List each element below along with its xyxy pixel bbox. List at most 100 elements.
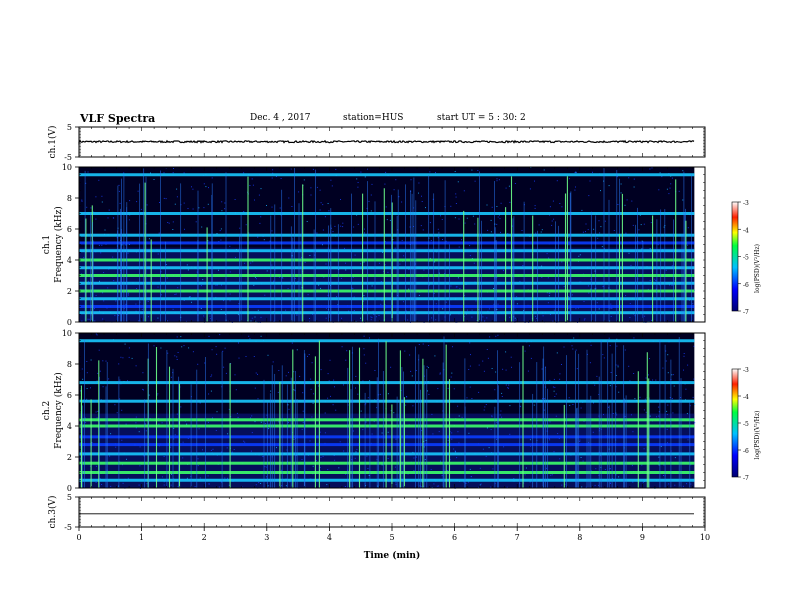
panel-1-speckle [309,255,311,256]
panel-2-speckle [329,359,331,361]
panel-2-speckle [99,478,101,480]
panel-2-speckle [310,388,312,390]
panel-1-speckle [316,232,318,234]
panel-2-speckle [202,449,203,451]
panel-1-speckle [271,264,273,266]
panel-1-speckle [514,183,516,184]
panel-2-speckle [551,474,553,476]
panel-1-speckle [441,219,443,220]
panel-1-ytick-label: 6 [67,225,72,234]
panel-2-speckle [469,365,471,367]
panel-2-ytick-label: 0 [67,484,72,493]
colorbar-2 [731,368,739,478]
panel-2-speckle [615,375,617,376]
panel-1-speckle [633,178,635,180]
panel-2-speckle [427,367,429,369]
xaxis-tick-label: 3 [264,533,269,542]
panel-2-speckle [105,360,107,362]
panel-2-speckle [228,408,230,410]
panel-2-speckle [218,486,220,488]
panel-1-speckle [613,230,615,231]
panel-1-speckle [254,316,256,318]
panel-2-speckle [356,448,358,450]
panel-1-speckle [549,206,551,208]
panel-1-speckle [616,176,618,178]
panel-1-speckle [127,252,129,254]
panel-1-speckle [474,223,476,225]
panel-2-speckle [250,417,251,419]
panel-1-speckle [650,222,652,224]
panel-2-speckle [425,439,427,441]
panel-2-speckle [544,398,546,400]
panel-1-speckle [497,303,499,305]
panel-1-speckle [266,205,267,206]
panel-1-speckle [257,309,259,311]
panel-2-speckle [617,364,619,366]
panel-1-speckle [588,195,590,197]
panel-3-ytick-label: 5 [67,493,72,502]
panel-2-speckle [447,470,449,471]
panel-2-speckle [220,451,222,453]
panel-2-speckle [216,353,218,355]
panel-2-speckle [404,350,406,352]
panel-1-speckle [598,308,600,310]
panel-2-speckle [244,441,246,443]
panel-2-speckle [97,410,99,412]
panel-2-speckle [546,467,547,469]
panel-1-speckle [195,221,197,223]
panel-1-speckle [203,183,205,185]
panel-2-speckle [186,423,188,425]
panel-2-speckle [553,378,555,380]
panel-2-speckle [287,404,289,406]
panel-1-speckle [473,262,475,264]
panel-1-speckle [251,317,253,319]
panel-1-speckle [207,299,209,301]
panel-2-speckle [672,374,674,376]
panel-1-speckle [534,315,536,317]
panel-1-speckle [387,271,389,273]
panel-2-speckle [188,347,190,349]
panel-1-speckle [115,300,117,302]
panel-1-speckle [357,182,359,183]
panel-1-speckle [496,206,498,207]
panel-1-speckle [450,285,452,287]
panel-1-speckle [254,276,256,278]
panel-2-speckle [143,455,145,457]
panel-2-ytick-label: 10 [62,329,72,338]
panel-2-speckle [616,345,618,347]
panel-2-speckle [204,362,206,364]
panel-2-speckle [180,406,182,408]
panel-1-speckle [331,185,333,187]
panel-2-speckle [288,371,289,373]
panel-2-speckle [374,399,376,401]
panel-2-speckle [466,397,468,399]
panel-1-speckle [471,316,473,318]
panel-2-speckle [339,441,341,443]
panel-1-speckle [466,309,468,311]
panel-1-speckle [493,288,494,289]
panel-2-speckle [596,375,598,377]
panel-2-speckle [580,407,582,409]
panel-1-speckle [444,273,446,275]
panel-1-speckle [384,264,386,266]
panel-1-speckle [651,167,653,169]
panel-1-speckle [610,316,612,317]
panel-1-speckle [158,232,160,234]
panel-2-speckle [211,349,213,351]
panel-2-speckle [369,380,371,382]
panel-2-speckle [301,428,303,430]
panel-2-band [79,471,695,474]
panel-2-speckle [662,367,664,369]
panel-1-band [79,297,695,301]
panel-2-speckle [488,447,490,449]
colorbar-1 [731,201,739,312]
panel-2-speckle [639,396,641,398]
panel-1-speckle [669,284,670,286]
panel-1-speckle [514,317,516,319]
panel-1-speckle [397,229,399,231]
panel-2-speckle [95,465,97,467]
panel-1-speckle [95,218,97,220]
panel-2-speckle [491,416,493,418]
panel-1-speckle [434,261,436,263]
panel-1-speckle [357,223,359,225]
